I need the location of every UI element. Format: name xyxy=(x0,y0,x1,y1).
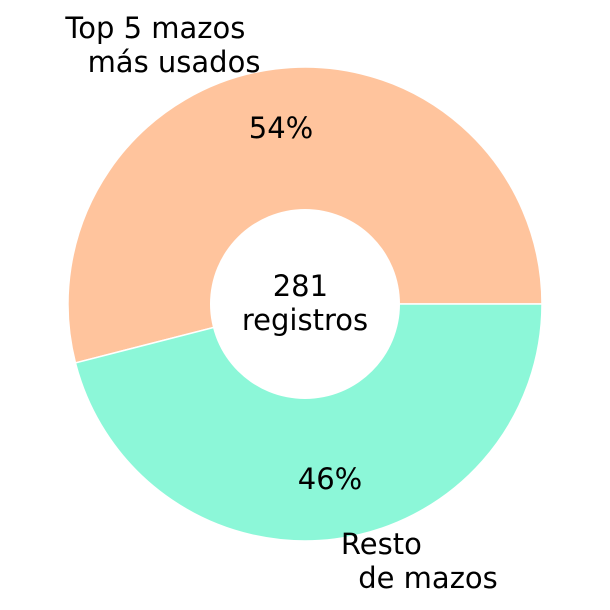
donut-hole xyxy=(210,209,400,399)
percent-label-resto: 46% xyxy=(298,462,362,496)
center-label-unit: registros xyxy=(242,303,368,337)
center-label: 281 registros xyxy=(242,269,368,337)
slice-label-resto-line1: Resto xyxy=(341,527,422,561)
slice-resto xyxy=(74,303,543,542)
slice-label-top5: Top 5 mazos más usados xyxy=(64,11,260,79)
slice-label-resto-line2: de mazos xyxy=(358,561,498,595)
center-label-count: 281 xyxy=(273,269,328,303)
slice-label-top5-line2: más usados xyxy=(88,45,261,79)
slice-label-top5-line1: Top 5 mazos xyxy=(64,11,245,45)
percent-label-top5: 54% xyxy=(249,111,313,145)
slice-label-resto: Resto de mazos xyxy=(341,527,498,595)
